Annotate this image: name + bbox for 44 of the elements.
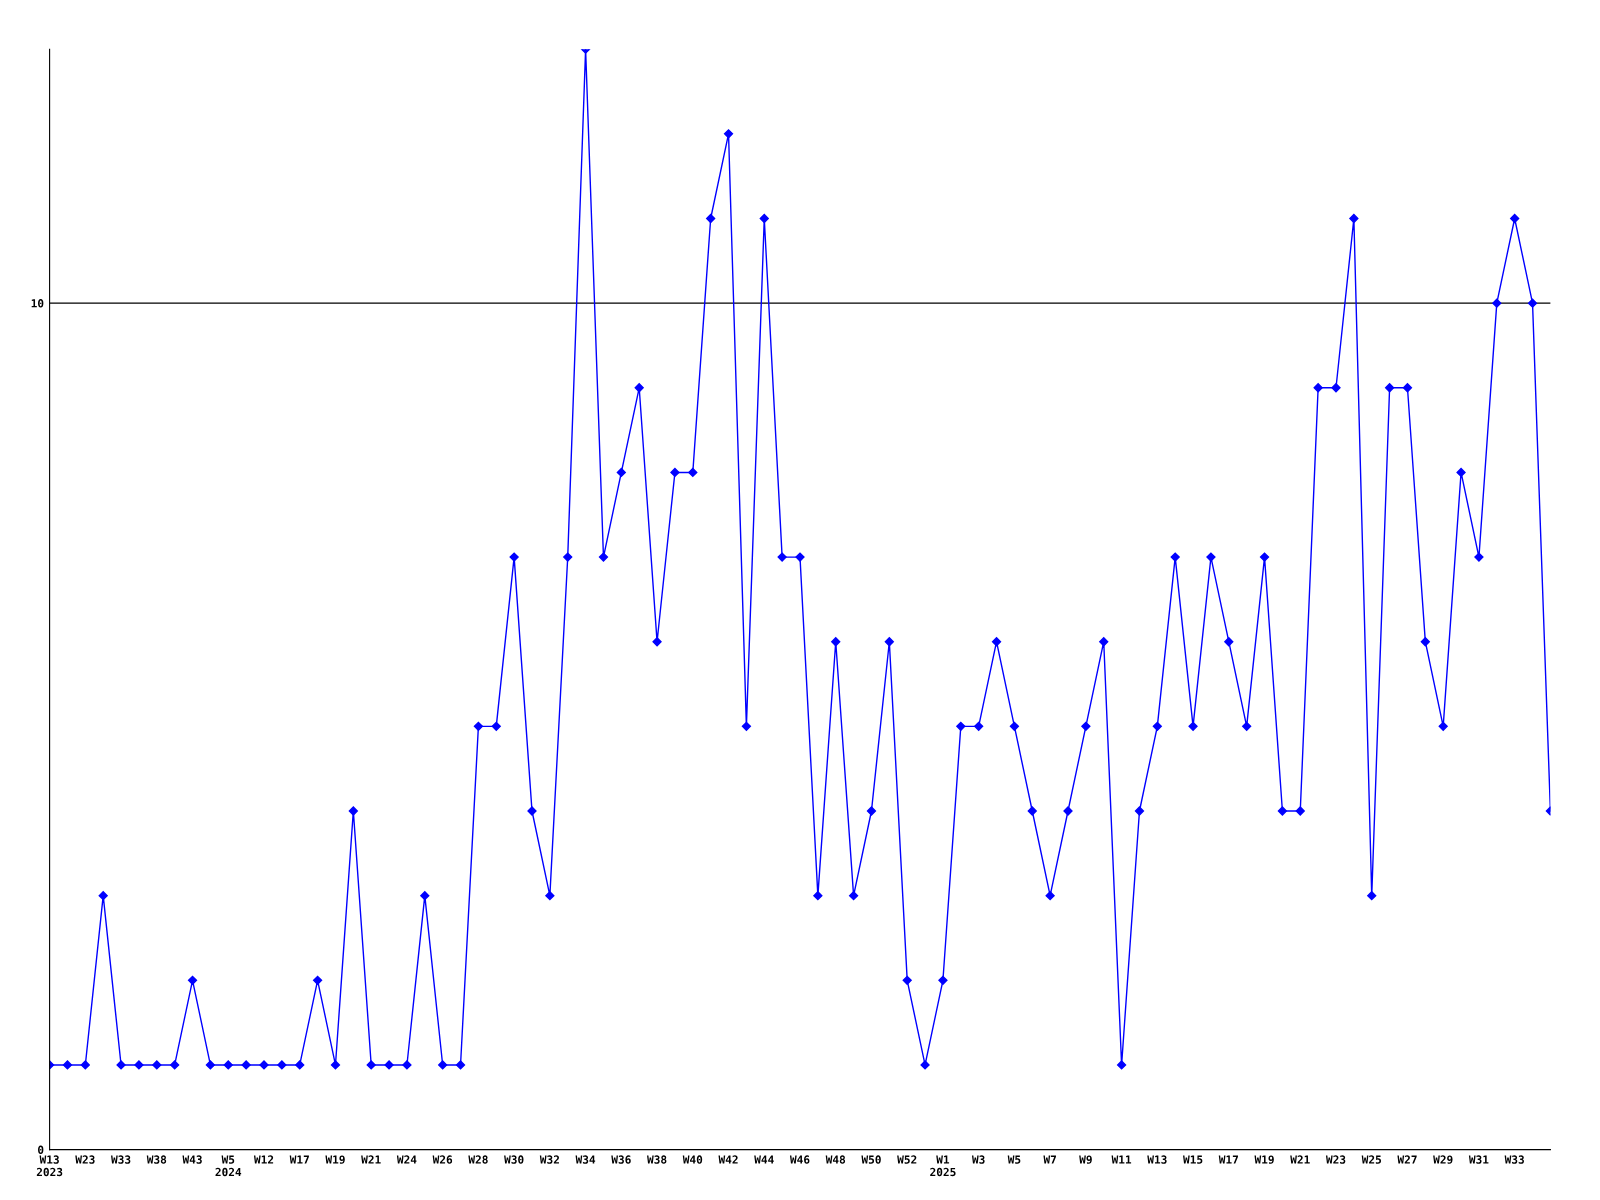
x-tick-label: W19	[1254, 1155, 1274, 1164]
x-tick-label: W50	[861, 1155, 881, 1164]
x-tick-label: W17	[289, 1155, 309, 1164]
x-tick-label: W46	[789, 1155, 810, 1164]
x-tick-label: W11	[1111, 1155, 1132, 1164]
x-tick-label: W28	[468, 1155, 488, 1164]
x-tick-label: W17	[1218, 1155, 1238, 1164]
x-tick-label: W31	[1468, 1155, 1489, 1164]
x-tick-label: W15	[1183, 1155, 1203, 1164]
x-tick-label: W3	[971, 1155, 985, 1164]
x-tick-label: W36	[611, 1155, 631, 1164]
x-tick-label: W32	[539, 1155, 559, 1164]
y-tick-label: 10	[31, 299, 44, 308]
x-tick-label: W27	[1397, 1155, 1417, 1164]
x-tick-label: W12	[253, 1155, 274, 1164]
x-tick-label: W21	[361, 1155, 381, 1164]
x-tick-label: W25	[1361, 1155, 1382, 1164]
x-tick-label: W52	[897, 1155, 917, 1164]
x-tick-label: W30	[504, 1155, 524, 1164]
x-tick-label: W40	[682, 1155, 703, 1164]
y-tick-label: 0	[38, 1145, 44, 1154]
x-tick-label: W13	[1147, 1155, 1167, 1164]
x-tick-label: W33	[111, 1155, 131, 1164]
x-tick-label: W34	[575, 1155, 596, 1164]
x-tick-label: W1 2025	[930, 1155, 956, 1177]
x-tick-label: W21	[1290, 1155, 1310, 1164]
x-tick-label: W38	[146, 1155, 167, 1164]
x-tick-label: W5 2024	[215, 1155, 242, 1177]
x-tick-label: W23	[1325, 1155, 1346, 1164]
x-tick-label: W33	[1504, 1155, 1524, 1164]
x-tick-label: W43	[182, 1155, 202, 1164]
x-tick-label: W9	[1079, 1155, 1092, 1164]
x-tick-label: W29	[1433, 1155, 1453, 1164]
x-tick-label: W5	[1007, 1155, 1021, 1164]
x-tick-label: W42	[718, 1155, 738, 1164]
x-tick-label: W13 2023	[36, 1155, 63, 1177]
x-tick-label: W23	[75, 1155, 95, 1164]
x-tick-label: W24	[396, 1155, 417, 1164]
x-tick-label: W19	[325, 1155, 345, 1164]
x-tick-label: W44	[754, 1155, 774, 1164]
x-tick-label: W7	[1043, 1155, 1056, 1164]
x-tick-label: W26	[432, 1155, 453, 1164]
x-tick-label: W38	[647, 1155, 667, 1164]
x-tick-label: W48	[825, 1155, 846, 1164]
